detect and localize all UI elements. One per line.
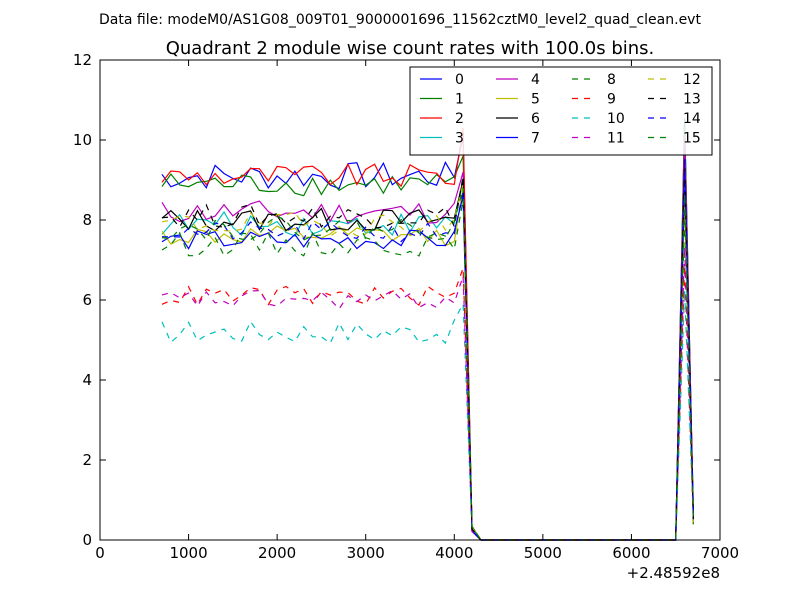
legend-label-12: 12 [683, 72, 701, 88]
legend-label-14: 14 [683, 111, 701, 127]
y-tick-label: 4 [82, 371, 92, 389]
legend-label-13: 13 [683, 92, 701, 108]
series-line-13 [161, 159, 694, 541]
x-tick-label: 2000 [258, 544, 296, 562]
series-line-7 [161, 171, 694, 541]
series-line-5 [161, 187, 694, 541]
y-tick-label: 12 [73, 51, 92, 69]
legend-label-4: 4 [531, 72, 540, 88]
legend-label-9: 9 [607, 92, 616, 108]
series-line-9 [161, 266, 694, 541]
x-tick-label: 3000 [347, 544, 385, 562]
x-tick-label: 7000 [701, 544, 739, 562]
series-line-11 [161, 246, 694, 541]
x-offset-label: +2.48592e8 [627, 564, 720, 582]
series-line-10 [161, 290, 694, 541]
series-line-8 [161, 199, 694, 541]
series-line-15 [161, 187, 694, 541]
x-axis: 0 1000 2000 3000 4000 5000 6000 7000 [95, 60, 739, 562]
chart-suptitle: Data file: modeM0/AS1G08_009T01_90000016… [99, 12, 701, 28]
x-tick-label: 6000 [612, 544, 650, 562]
y-tick-label: 8 [82, 211, 92, 229]
legend-label-11: 11 [607, 131, 625, 147]
series-line-6 [161, 173, 694, 541]
legend-label-3: 3 [455, 131, 464, 147]
y-tick-label: 6 [82, 291, 92, 309]
y-tick-label: 2 [82, 451, 92, 469]
series-layer [161, 118, 694, 541]
legend-label-5: 5 [531, 92, 540, 108]
legend-label-7: 7 [531, 131, 540, 147]
legend-label-1: 1 [455, 92, 464, 108]
x-tick-label: 4000 [435, 544, 473, 562]
series-line-0 [161, 118, 694, 541]
chart-title: Quadrant 2 module wise count rates with … [166, 38, 655, 59]
legend-box [409, 66, 713, 156]
y-tick-label: 10 [73, 131, 92, 149]
series-line-2 [161, 127, 694, 541]
x-tick-label: 5000 [524, 544, 562, 562]
x-tick-label: 1000 [169, 544, 207, 562]
legend-label-8: 8 [607, 72, 616, 88]
x-tick-label: 0 [95, 544, 105, 562]
legend-label-6: 6 [531, 111, 540, 127]
legend-label-15: 15 [683, 131, 701, 147]
y-tick-label: 0 [82, 531, 92, 549]
legend-label-2: 2 [455, 111, 464, 127]
legend-label-10: 10 [607, 111, 625, 127]
legend-label-0: 0 [455, 72, 464, 88]
